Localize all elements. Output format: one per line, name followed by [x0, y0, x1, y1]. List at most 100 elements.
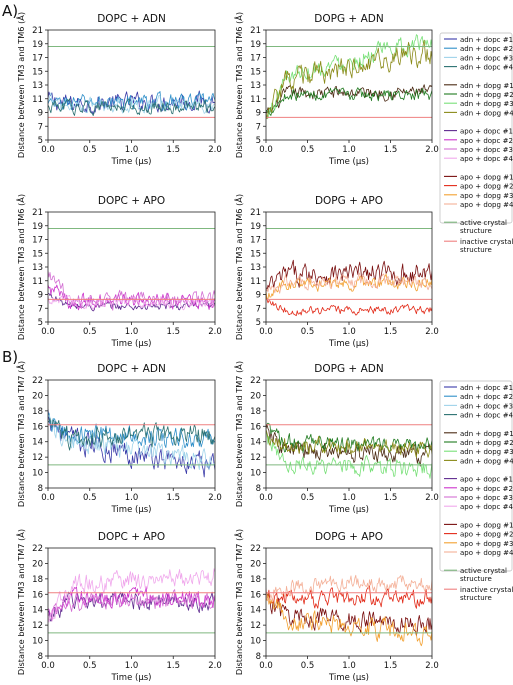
subplot-1: DOPC + ADN 0.0 0.5 1.0 1.5 2.0 5 7 9 11 13 15 17 19 21…: [15, 12, 222, 167]
x-axis-label: Time (μs): [111, 339, 152, 349]
subplot-2: DOPG + ADN 0.0 0.5 1.0 1.5 2.0 5 7 9 11 13 15 17 19 21…: [233, 12, 439, 167]
x-tick-label: 2.0: [208, 327, 222, 337]
y-tick-label: 8: [38, 652, 43, 662]
y-tick-label: 20: [32, 559, 43, 569]
legend-label: adn + dopc #1: [460, 36, 513, 44]
x-tick-label: 0.0: [41, 493, 55, 503]
x-axis-label: Time (μs): [111, 157, 152, 167]
y-axis-label: Distance between TM3 and TM6 (Å): [15, 12, 26, 158]
x-tick-label: 1.0: [342, 327, 356, 337]
y-tick-label: 7: [38, 122, 43, 132]
y-tick-label: 19: [32, 222, 43, 232]
y-tick-label: 15: [250, 67, 261, 77]
series-line-4: [48, 568, 215, 623]
x-tick-label: 0.5: [83, 145, 97, 155]
x-tick-label: 1.0: [342, 493, 356, 503]
y-tick-label: 18: [250, 407, 261, 417]
series-line-4: [266, 39, 432, 120]
x-tick-label: 0.0: [259, 145, 273, 155]
series-line-4: [266, 272, 432, 294]
legend-label: apo + dopc #2: [460, 485, 513, 493]
y-tick-label: 10: [250, 469, 261, 479]
subplot-title: DOPC + APO: [98, 195, 165, 207]
x-tick-label: 1.0: [125, 661, 139, 671]
y-tick-label: 14: [250, 438, 261, 448]
y-tick-label: 22: [32, 376, 43, 386]
legend-label: inactive crystal: [460, 586, 513, 594]
y-tick-label: 20: [32, 391, 43, 401]
y-tick-label: 13: [32, 81, 43, 91]
x-tick-label: 0.0: [41, 145, 55, 155]
x-axis-label: Time (μs): [328, 339, 369, 349]
y-tick-label: 9: [256, 109, 261, 119]
x-tick-label: 0.0: [259, 327, 273, 337]
y-axis-label: Distance between TM3 and TM7 (Å): [15, 529, 26, 675]
x-tick-label: 2.0: [208, 661, 222, 671]
x-tick-label: 0.5: [83, 327, 97, 337]
y-tick-label: 10: [250, 637, 261, 647]
series-line-1: [48, 292, 215, 312]
series-line-3: [48, 270, 215, 311]
y-tick-label: 12: [250, 453, 261, 463]
y-tick-label: 7: [256, 304, 261, 314]
legend-label: active crystal: [460, 219, 507, 227]
plot-frame: [47, 379, 216, 489]
legend-label: apo + dopg #1: [460, 521, 513, 529]
series-line-2: [266, 296, 432, 317]
legend-label: apo + dopg #4: [460, 549, 513, 557]
legend-label: apo + dopg #2: [460, 531, 513, 539]
series-line-3: [266, 591, 432, 647]
x-tick-label: 1.0: [125, 327, 139, 337]
legend-label: adn + dopc #2: [460, 45, 513, 53]
y-tick-label: 13: [250, 81, 261, 91]
y-tick-label: 20: [250, 391, 261, 401]
legend-label: adn + dopc #1: [460, 384, 513, 392]
x-tick-label: 1.5: [384, 661, 398, 671]
y-tick-label: 12: [32, 621, 43, 631]
y-tick-label: 9: [38, 291, 43, 301]
y-tick-label: 18: [32, 575, 43, 585]
y-tick-label: 17: [250, 54, 261, 64]
y-tick-label: 11: [250, 95, 261, 105]
x-tick-label: 0.0: [41, 327, 55, 337]
y-axis-label: Distance between TM3 and TM7 (Å): [233, 361, 244, 507]
x-tick-label: 2.0: [208, 145, 222, 155]
series-line-3: [266, 432, 432, 479]
x-tick-label: 1.0: [125, 493, 139, 503]
x-tick-label: 1.5: [166, 327, 180, 337]
y-tick-label: 15: [32, 249, 43, 259]
legend-label: structure: [460, 246, 492, 254]
series-line-4: [48, 417, 215, 451]
legend-label: apo + dopg #3: [460, 192, 513, 200]
x-tick-label: 0.0: [259, 493, 273, 503]
legend-label: adn + dopg #2: [460, 439, 513, 447]
y-tick-label: 13: [250, 263, 261, 273]
subplot-7: DOPC + APO 0.0 0.5 1.0 1.5 2.0 8 10 12 14 16 18 20 22…: [15, 529, 222, 683]
series-line-3: [48, 589, 215, 622]
legend-label: adn + dopc #4: [460, 64, 513, 72]
legend-label: inactive crystal: [460, 238, 513, 246]
legend-label: adn + dopg #1: [460, 430, 513, 438]
subplot-4: DOPG + APO 0.0 0.5 1.0 1.5 2.0 5 7 9 11 13 15 17 19 21…: [233, 194, 439, 349]
legend-label: apo + dopg #3: [460, 540, 513, 548]
y-tick-label: 12: [32, 453, 43, 463]
x-tick-label: 0.0: [259, 661, 273, 671]
series-line-2: [266, 87, 432, 116]
x-tick-label: 2.0: [208, 493, 222, 503]
y-tick-label: 8: [256, 484, 261, 494]
y-tick-label: 5: [38, 318, 43, 328]
x-tick-label: 1.0: [342, 661, 356, 671]
y-tick-label: 22: [250, 544, 261, 554]
y-axis-label: Distance between TM3 and TM7 (Å): [233, 529, 244, 675]
x-tick-label: 2.0: [425, 493, 439, 503]
legend-label: adn + dopg #3: [460, 448, 513, 456]
x-tick-label: 0.5: [301, 327, 315, 337]
y-tick-label: 13: [32, 263, 43, 273]
series-line-1: [266, 259, 432, 292]
subplot-6: DOPG + ADN 0.0 0.5 1.0 1.5 2.0 8 10 12 14 16 18 20 22…: [233, 361, 439, 515]
legend-label: apo + dopc #1: [460, 476, 513, 484]
x-tick-label: 0.0: [41, 661, 55, 671]
y-tick-label: 5: [256, 136, 261, 146]
series-line-1: [266, 424, 432, 467]
